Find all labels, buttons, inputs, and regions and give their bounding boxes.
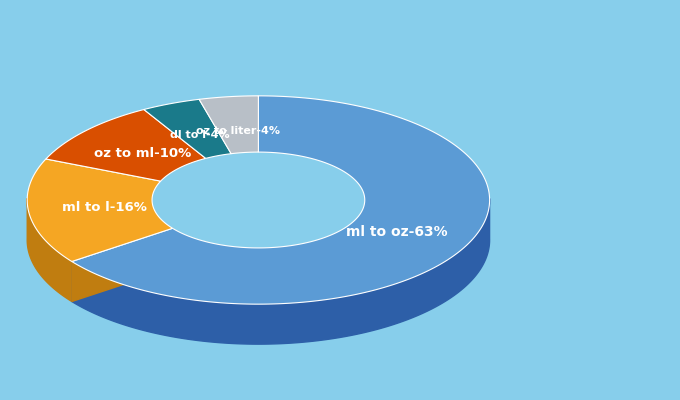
Polygon shape [173, 199, 364, 288]
Text: dl to l-4%: dl to l-4% [170, 130, 229, 140]
Polygon shape [152, 199, 173, 268]
Polygon shape [199, 96, 258, 154]
Text: ml to oz-63%: ml to oz-63% [346, 225, 447, 239]
Polygon shape [144, 99, 231, 158]
Polygon shape [72, 228, 173, 302]
Text: oz to liter-4%: oz to liter-4% [197, 126, 280, 136]
Polygon shape [27, 198, 72, 302]
Polygon shape [46, 110, 206, 181]
Polygon shape [72, 228, 173, 302]
Text: ml to l-16%: ml to l-16% [62, 202, 147, 214]
Polygon shape [27, 159, 173, 262]
Polygon shape [72, 198, 490, 344]
Text: oz to ml-10%: oz to ml-10% [94, 147, 191, 160]
Polygon shape [72, 96, 490, 304]
